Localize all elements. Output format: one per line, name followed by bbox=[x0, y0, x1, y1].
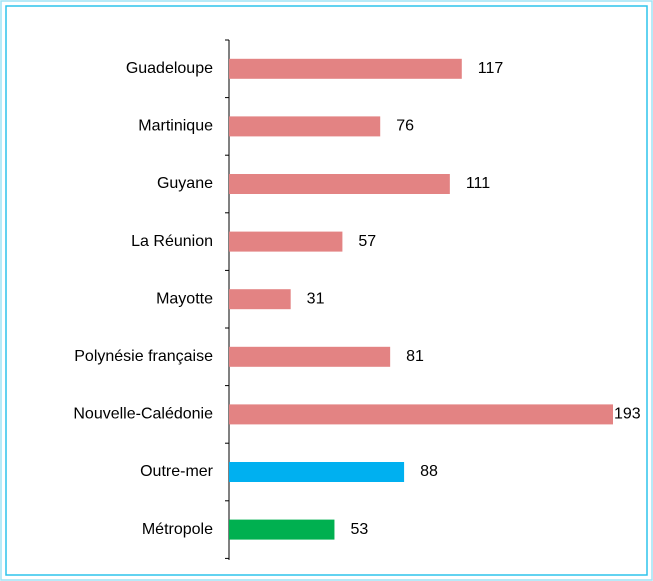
category-label: La Réunion bbox=[131, 233, 213, 250]
bar bbox=[229, 346, 391, 367]
value-label: 76 bbox=[396, 118, 414, 135]
inner-border bbox=[5, 5, 648, 576]
bar bbox=[229, 58, 462, 79]
value-label: 57 bbox=[358, 233, 376, 250]
bar bbox=[229, 519, 335, 540]
category-label: Mayotte bbox=[156, 290, 213, 307]
category-label: Outre-mer bbox=[140, 463, 214, 480]
bar bbox=[229, 404, 613, 425]
bar bbox=[229, 289, 291, 310]
category-label: Nouvelle-Calédonie bbox=[73, 406, 213, 423]
value-label: 111 bbox=[466, 175, 490, 192]
category-label: Métropole bbox=[142, 521, 213, 538]
bar bbox=[229, 116, 381, 137]
category-label: Polynésie française bbox=[74, 348, 213, 365]
category-label: Guadeloupe bbox=[126, 60, 213, 77]
category-label: Guyane bbox=[157, 175, 213, 192]
value-label: 53 bbox=[350, 521, 368, 538]
value-label: 81 bbox=[406, 348, 424, 365]
value-label: 31 bbox=[307, 290, 325, 307]
category-label: Martinique bbox=[138, 118, 213, 135]
value-label: 193 bbox=[614, 406, 641, 423]
value-label: 88 bbox=[420, 463, 438, 480]
bar bbox=[229, 231, 343, 252]
value-label: 117 bbox=[478, 60, 504, 77]
bar bbox=[229, 462, 405, 482]
bar bbox=[229, 174, 450, 194]
